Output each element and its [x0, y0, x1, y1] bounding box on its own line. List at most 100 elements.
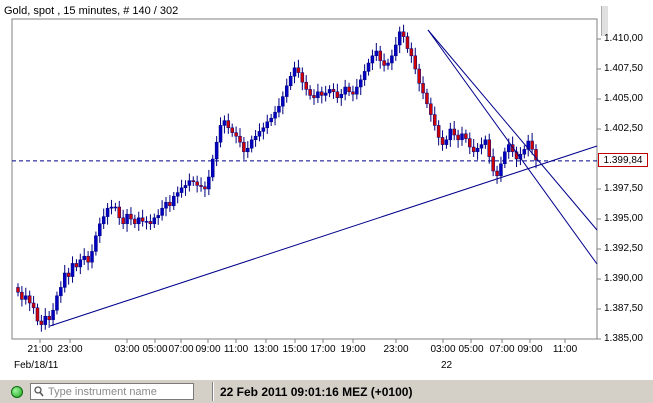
candle-body	[479, 144, 484, 149]
x-tick-label: 07:00	[489, 344, 515, 355]
candle-body	[51, 309, 55, 321]
resistance-trend-line-upper	[427, 29, 598, 231]
candle-body	[70, 263, 75, 277]
status-divider	[212, 382, 214, 401]
y-tick-label: 1.395,00	[604, 213, 643, 224]
candle-body	[370, 55, 375, 64]
price-chart[interactable]	[0, 0, 653, 379]
candle-body	[164, 201, 168, 209]
candle-body	[475, 147, 480, 153]
candle-body	[300, 72, 305, 83]
candle-body	[386, 62, 390, 66]
x-tick-label: 15:00	[282, 344, 308, 355]
candle-body	[24, 295, 28, 300]
candle-body	[343, 86, 347, 95]
grid-lines	[39, 38, 601, 343]
candle-body	[394, 44, 398, 57]
x-tick-label: 19:00	[340, 344, 366, 355]
candle-body	[362, 71, 367, 81]
candle-body	[269, 117, 273, 123]
candle-body	[487, 139, 492, 157]
chart-scroll-strip[interactable]	[601, 6, 608, 36]
candle-body	[43, 315, 48, 325]
candle-body	[144, 221, 149, 223]
candle-body	[460, 133, 464, 141]
candle-body	[292, 67, 297, 77]
candle-body	[27, 295, 32, 304]
candle-body	[483, 139, 488, 145]
candle-body	[421, 83, 425, 94]
candle-body	[175, 192, 180, 197]
candle-body	[429, 103, 433, 115]
candle-body	[366, 62, 371, 72]
candle-body	[59, 287, 63, 297]
candle-body	[452, 128, 456, 136]
candle-body	[218, 125, 223, 143]
x-tick-label: 21:00	[27, 344, 53, 355]
candle-body	[105, 207, 110, 217]
candle-body	[417, 68, 421, 84]
candle-body	[281, 96, 285, 107]
candle-body	[304, 81, 308, 90]
candle-body	[47, 315, 51, 321]
candle-body	[94, 235, 98, 252]
x-tick-label: 05:00	[458, 344, 484, 355]
candle-body	[401, 31, 406, 37]
candle-body	[136, 217, 141, 225]
x-tick-label: 07:00	[168, 344, 194, 355]
candle-body	[191, 180, 196, 183]
candle-body	[288, 75, 293, 87]
candle-body	[183, 185, 188, 189]
candle-body	[312, 95, 316, 99]
candle-body	[436, 125, 441, 138]
candle-body	[320, 91, 324, 96]
candle-body	[187, 180, 192, 186]
candle-body	[234, 132, 238, 137]
y-tick-label: 1.407,50	[604, 63, 643, 74]
y-tick-label: 1.397,50	[604, 183, 643, 194]
candle-body	[261, 127, 266, 132]
candle-body	[160, 207, 164, 216]
candle-body	[510, 144, 515, 153]
candle-body	[273, 111, 277, 119]
candle-body	[277, 105, 281, 113]
candle-body	[405, 36, 410, 49]
candle-body	[133, 218, 137, 225]
candle-body	[55, 295, 59, 311]
instrument-search-input[interactable]	[48, 385, 190, 398]
candle-body	[382, 60, 386, 66]
candle-body	[140, 217, 145, 222]
candle-body	[327, 89, 332, 94]
candle-body	[358, 79, 363, 88]
y-tick-label: 1.392,50	[604, 243, 643, 254]
x-tick-label: 03:00	[114, 344, 140, 355]
candle-body	[491, 156, 495, 172]
x-tick-label: 17:00	[310, 344, 336, 355]
x-tick-label: 09:00	[195, 344, 221, 355]
instrument-search-box[interactable]	[30, 383, 194, 400]
x-tick-label: 03:00	[430, 344, 456, 355]
candle-body	[522, 149, 527, 155]
candle-body	[152, 217, 157, 225]
candle-body	[242, 141, 246, 153]
candle-body	[257, 131, 262, 137]
candle-body	[249, 139, 254, 149]
candle-body	[238, 135, 242, 143]
candle-body	[109, 206, 114, 209]
candle-body	[78, 259, 83, 268]
plot-area	[11, 18, 598, 340]
candle-body	[82, 255, 86, 261]
candle-body	[506, 144, 511, 153]
candlestick-series	[16, 24, 538, 332]
candle-body	[471, 146, 476, 153]
candle-body	[374, 50, 379, 57]
candle-body	[62, 272, 67, 288]
x-tick-label: 11:00	[223, 344, 249, 355]
date-label-next-day: 22	[441, 360, 453, 371]
candle-body	[156, 215, 160, 219]
candle-body	[129, 213, 133, 220]
candle-body	[468, 138, 472, 148]
candle-body	[31, 302, 36, 309]
candle-body	[195, 181, 199, 186]
candle-body	[495, 170, 499, 177]
